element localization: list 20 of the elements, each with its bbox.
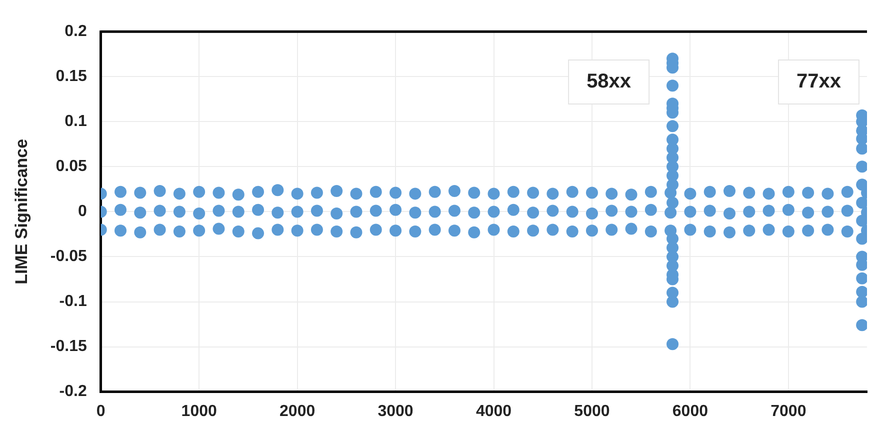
x-tick-label: 0	[96, 402, 106, 420]
y-tick-label: 0.1	[64, 113, 87, 130]
y-tick-label: -0.15	[50, 338, 87, 356]
x-tick-label: 1000	[181, 402, 217, 420]
y-tick-label: 0.05	[56, 158, 87, 176]
y-tick-label: -0.2	[59, 383, 87, 400]
y-tick-label: 0.2	[64, 23, 87, 40]
x-tick-label: 4000	[476, 402, 512, 420]
y-axis-title: LIME Significance	[12, 138, 31, 284]
x-tick-label: 2000	[280, 402, 316, 420]
annotation: 77xx	[796, 70, 841, 93]
x-tick-label: 5000	[574, 402, 610, 420]
y-tick-label: -0.05	[50, 248, 87, 266]
y-tick-label: 0.15	[56, 68, 87, 86]
y-tick-label: 0	[78, 203, 87, 220]
x-tick-label: 3000	[378, 402, 414, 420]
annotation: 58xx	[586, 70, 632, 93]
x-tick-label: 7000	[770, 402, 806, 420]
y-tick-label: -0.1	[59, 293, 87, 310]
x-tick-label: 6000	[672, 402, 708, 420]
